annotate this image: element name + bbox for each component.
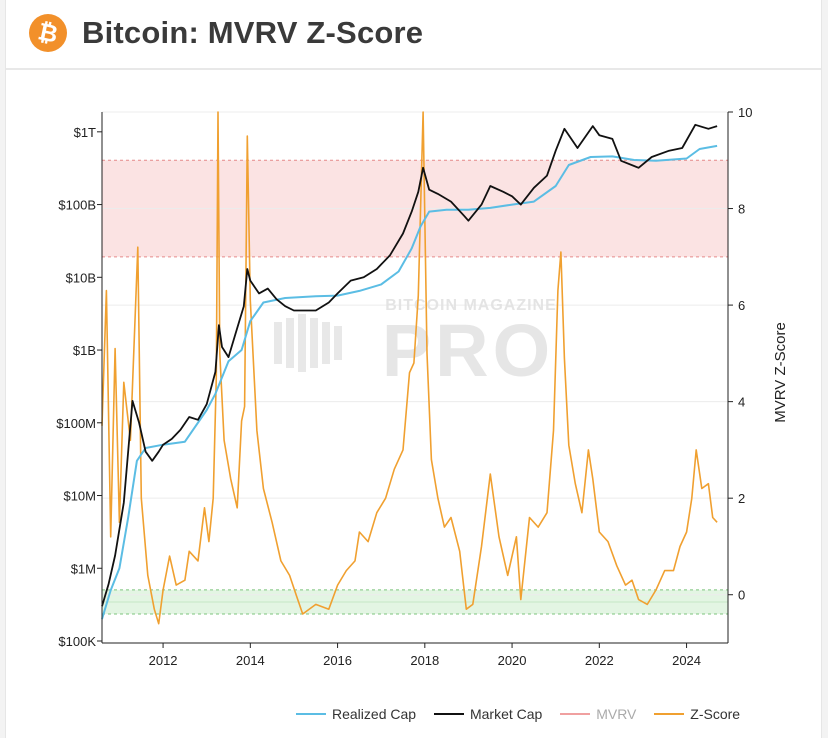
chart-header: ₿ Bitcoin: MVRV Z-Score [6, 0, 821, 70]
grid-lines [102, 111, 728, 596]
left-tick-label: $100K [58, 634, 96, 649]
legend-swatch-market-cap [433, 713, 464, 716]
left-tick-label: $100B [58, 198, 96, 213]
left-tick-label: $100M [56, 416, 96, 431]
right-tick-label: 0 [738, 588, 745, 603]
legend-label: Market Cap [469, 706, 543, 722]
legend-label: Realized Cap [332, 706, 417, 722]
x-tick-label: 2016 [323, 653, 352, 668]
left-tick-label: $10B [66, 270, 96, 285]
bitcoin-icon: ₿ [29, 14, 67, 52]
x-tick-label: 2024 [672, 653, 701, 668]
left-tick-label: $10M [63, 489, 96, 504]
right-axis-label: MVRV Z-Score [772, 322, 789, 423]
legend: Realized Cap Market Cap MVRV Z-Score [296, 706, 754, 722]
right-tick-label: 6 [738, 298, 745, 313]
series-market-cap [101, 123, 718, 607]
watermark-line2: PRO [382, 309, 554, 392]
legend-label: MVRV [596, 706, 637, 722]
legend-item-market-cap[interactable]: Market Cap [433, 706, 543, 722]
left-tick-label: $1T [74, 125, 96, 140]
watermark-logo-icon [274, 314, 342, 372]
x-tick-label: 2020 [498, 653, 527, 668]
page-title: Bitcoin: MVRV Z-Score [82, 15, 424, 50]
x-tick-label: 2022 [585, 653, 614, 668]
x-tick-label: 2014 [236, 653, 265, 668]
right-tick-label: 8 [738, 202, 745, 217]
right-tick-label: 2 [738, 491, 745, 506]
axes: $100K $1M $10M $100M $1B $10B $100B $1T 0 2 4 6 8 10 M… [56, 105, 789, 668]
x-tick-label: 2012 [149, 653, 178, 668]
right-tick-label: 10 [738, 105, 752, 120]
series-z-score [101, 111, 718, 625]
left-tick-label: $1B [73, 343, 96, 358]
legend-item-z-score[interactable]: Z-Score [654, 706, 740, 722]
legend-swatch-z-score [654, 713, 685, 716]
legend-label: Z-Score [690, 706, 741, 722]
legend-item-mvrv[interactable]: MVRV [560, 706, 636, 722]
right-tick-label: 4 [738, 395, 745, 410]
watermark-line1: BITCOIN MAGAZINE [385, 297, 557, 314]
mvrv-chart: BITCOIN MAGAZINE PRO $100K$1M$10M$100M$1… [56, 105, 789, 668]
series-layer [101, 111, 718, 625]
legend-swatch-mvrv [560, 713, 591, 716]
watermark: BITCOIN MAGAZINE PRO [274, 297, 557, 392]
legend-item-realized-cap[interactable]: Realized Cap [296, 706, 416, 722]
x-tick-label: 2018 [410, 653, 439, 668]
legend-swatch-realized-cap [296, 713, 326, 716]
left-tick-label: $1M [71, 561, 96, 576]
chart-card: ₿ Bitcoin: MVRV Z-Score BITCOIN MAGAZINE… [5, 0, 822, 738]
